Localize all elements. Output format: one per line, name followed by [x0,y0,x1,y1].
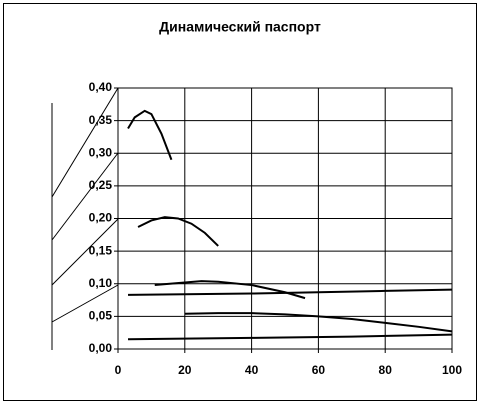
y-tick-label: 0,15 [89,243,113,257]
y-tick-label: 0,25 [89,178,113,192]
decor-line [51,218,119,286]
y-tick-label: 0,05 [89,309,113,323]
series-line [154,280,306,300]
y-tick-label: 0,30 [89,145,113,159]
x-tick-label: 80 [379,363,393,377]
series-line [184,312,453,333]
x-tick-label: 100 [442,363,462,377]
series-line [128,333,453,341]
x-tick-label: 40 [245,363,259,377]
series-line [127,109,173,161]
y-tick-label: 0,00 [89,341,113,355]
plot-frame [117,87,453,350]
x-tick-label: 0 [115,363,122,377]
x-tick-label: 60 [312,363,326,377]
decor-line [51,284,119,323]
decor-lines [51,87,119,350]
chart-frame [3,3,477,401]
x-tick-label: 20 [178,363,192,377]
chart-title: Динамический паспорт [159,19,321,35]
series-line [137,216,219,247]
decor-line [51,87,119,198]
y-tick-label: 0,20 [89,211,113,225]
y-tick-label: 0,40 [89,80,113,94]
decor-line [51,152,119,241]
y-tick-label: 0,35 [89,113,113,127]
y-tick-label: 0,10 [89,276,113,290]
